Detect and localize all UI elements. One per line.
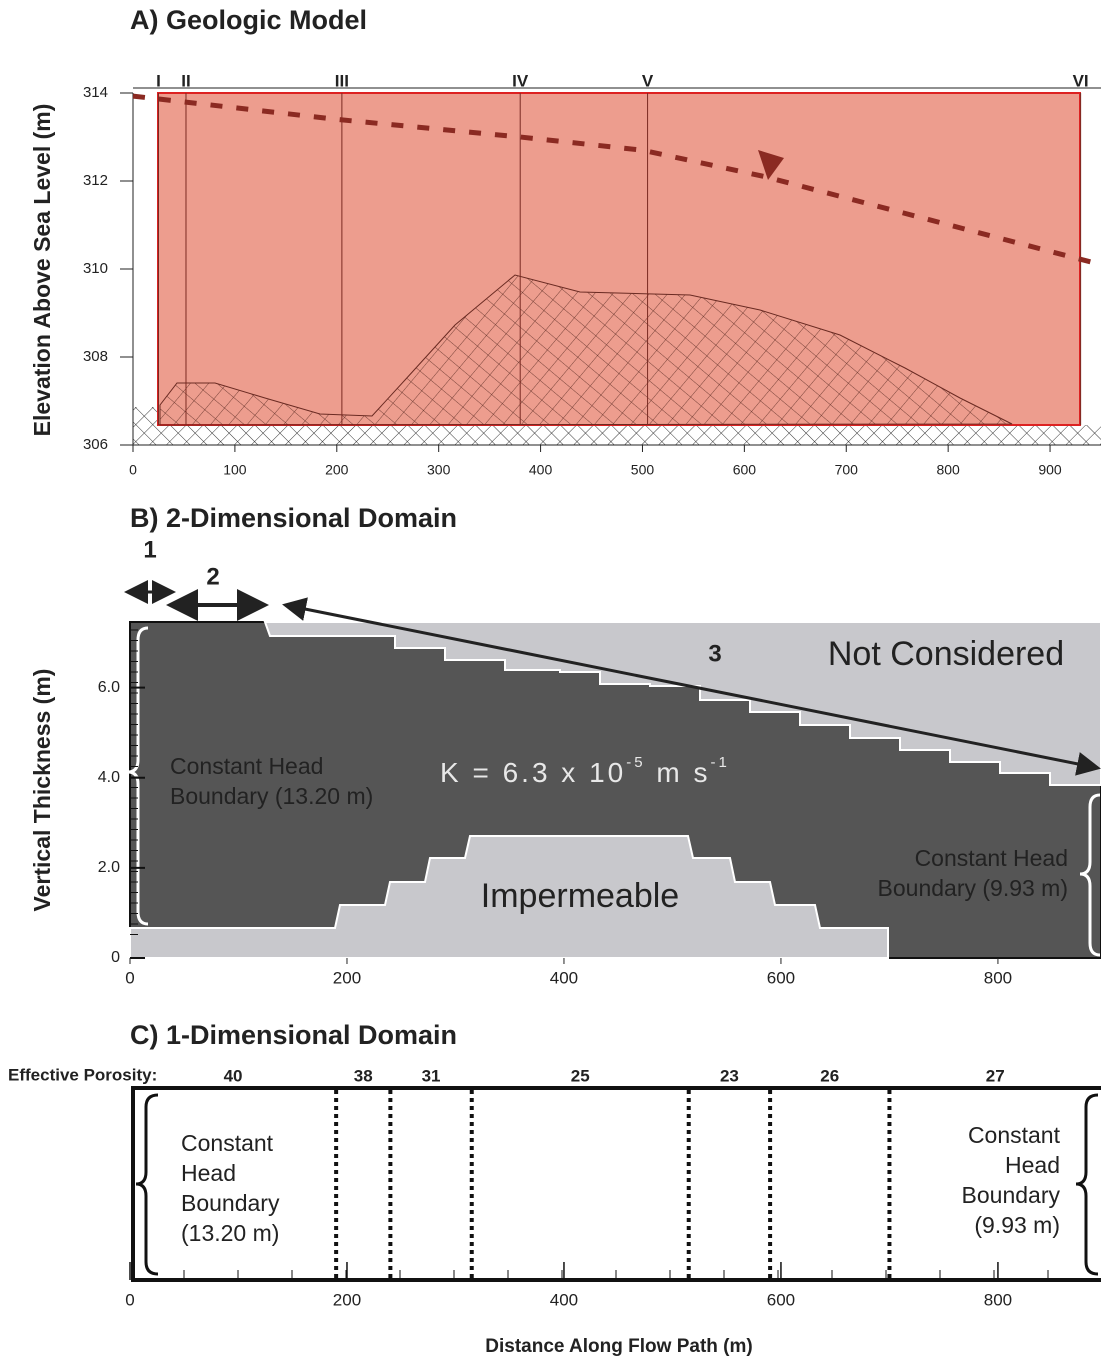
- x-tick-label: 300: [427, 462, 451, 478]
- x-tick-label: 400: [550, 1290, 578, 1309]
- boundary-label: Constant Head: [170, 753, 323, 779]
- x-tick-label: 600: [767, 1290, 795, 1309]
- section-label: IV: [512, 71, 529, 90]
- not-considered-label: Not Considered: [828, 635, 1064, 673]
- x-tick-label: 200: [325, 462, 349, 478]
- x-tick-label: 0: [129, 462, 137, 478]
- y-tick-label: 306: [83, 436, 108, 453]
- panel-c: [133, 1088, 1101, 1280]
- boundary-label: Boundary: [962, 1182, 1061, 1208]
- exponent: -5: [626, 754, 645, 771]
- y-tick-label: 310: [83, 260, 108, 277]
- x-tick-label: 500: [631, 462, 655, 478]
- y-tick-label: 308: [83, 348, 108, 365]
- impermeable-label: Impermeable: [481, 877, 679, 915]
- boundary-label: Head: [181, 1160, 236, 1186]
- boundary-label: Boundary (13.20 m): [170, 783, 373, 809]
- boundary-label: Boundary (9.93 m): [878, 875, 1068, 901]
- x-tick-label: 700: [835, 462, 859, 478]
- conductivity-label: K = 6.3 x 10-5 m s-1: [440, 754, 730, 788]
- panel-title: B) 2-Dimensional Domain: [130, 503, 457, 533]
- y-tick-label: 6.0: [98, 679, 120, 696]
- zone-label: 2: [206, 563, 219, 590]
- porosity-label: 38: [354, 1066, 373, 1085]
- panel-title: A) Geologic Model: [130, 5, 367, 35]
- porosity-label: 25: [571, 1066, 590, 1085]
- y-tick-label: 312: [83, 172, 108, 189]
- panel-title: C) 1-Dimensional Domain: [130, 1020, 457, 1050]
- x-axis-label: Distance Along Flow Path (m): [485, 1336, 752, 1357]
- porosity-label: 26: [820, 1066, 839, 1085]
- conductivity-text: K = 6.3 x 10: [440, 757, 626, 788]
- x-tick-label: 800: [936, 462, 960, 478]
- porosity-label: 23: [720, 1066, 739, 1085]
- x-tick-label: 900: [1038, 462, 1062, 478]
- y-tick-label: 4.0: [98, 769, 120, 786]
- conductivity-text: m s: [646, 757, 711, 788]
- y-tick-label: 0: [111, 949, 120, 966]
- boundary-label: Constant: [968, 1122, 1061, 1148]
- section-label: I: [156, 71, 161, 90]
- section-label: V: [642, 71, 654, 90]
- panel-a: [120, 88, 1101, 445]
- porosity-label: 27: [986, 1066, 1005, 1085]
- column-domain: [133, 1088, 1101, 1280]
- page: {"chart_data": [ {"type": "section", "ti…: [0, 0, 1101, 1360]
- x-tick-label: 0: [125, 1290, 134, 1309]
- x-tick-label: 400: [529, 462, 553, 478]
- x-tick-label: 600: [733, 462, 757, 478]
- x-tick-label: 800: [984, 1290, 1012, 1309]
- base-layer: [133, 425, 1101, 445]
- right-brace: [1076, 1095, 1098, 1274]
- boundary-label: Constant Head: [915, 845, 1068, 871]
- x-tick-label: 0: [125, 968, 134, 987]
- section-label: VI: [1073, 71, 1089, 90]
- x-tick-label: 400: [550, 968, 578, 987]
- porosity-heading: Effective Porosity:: [8, 1065, 157, 1084]
- boundary-label: Constant: [181, 1130, 274, 1156]
- base-layer: [133, 407, 159, 425]
- x-tick-label: 100: [223, 462, 247, 478]
- boundary-label: Boundary: [181, 1190, 280, 1216]
- figure: A) Geologic Model Elevation Above Sea Lev…: [0, 0, 1101, 1360]
- y-axis-label: Elevation Above Sea Level (m): [29, 104, 55, 437]
- section-label: III: [335, 71, 349, 90]
- zone-label: 3: [708, 640, 721, 667]
- y-axis-label: Vertical Thickness (m): [29, 669, 55, 912]
- boundary-label: Head: [1005, 1152, 1060, 1178]
- left-brace: [136, 1095, 158, 1274]
- porosity-label: 40: [224, 1066, 243, 1085]
- boundary-label: (9.93 m): [974, 1212, 1060, 1238]
- porosity-label: 31: [422, 1066, 441, 1085]
- x-tick-label: 600: [767, 968, 795, 987]
- x-tick-label: 800: [984, 968, 1012, 987]
- exponent: -1: [710, 754, 729, 771]
- y-tick-label: 2.0: [98, 859, 120, 876]
- x-tick-label: 200: [333, 968, 361, 987]
- section-label: II: [181, 71, 190, 90]
- x-tick-label: 200: [333, 1290, 361, 1309]
- y-tick-label: 314: [83, 84, 108, 101]
- boundary-label: (13.20 m): [181, 1220, 279, 1246]
- zone-label: 1: [143, 536, 156, 563]
